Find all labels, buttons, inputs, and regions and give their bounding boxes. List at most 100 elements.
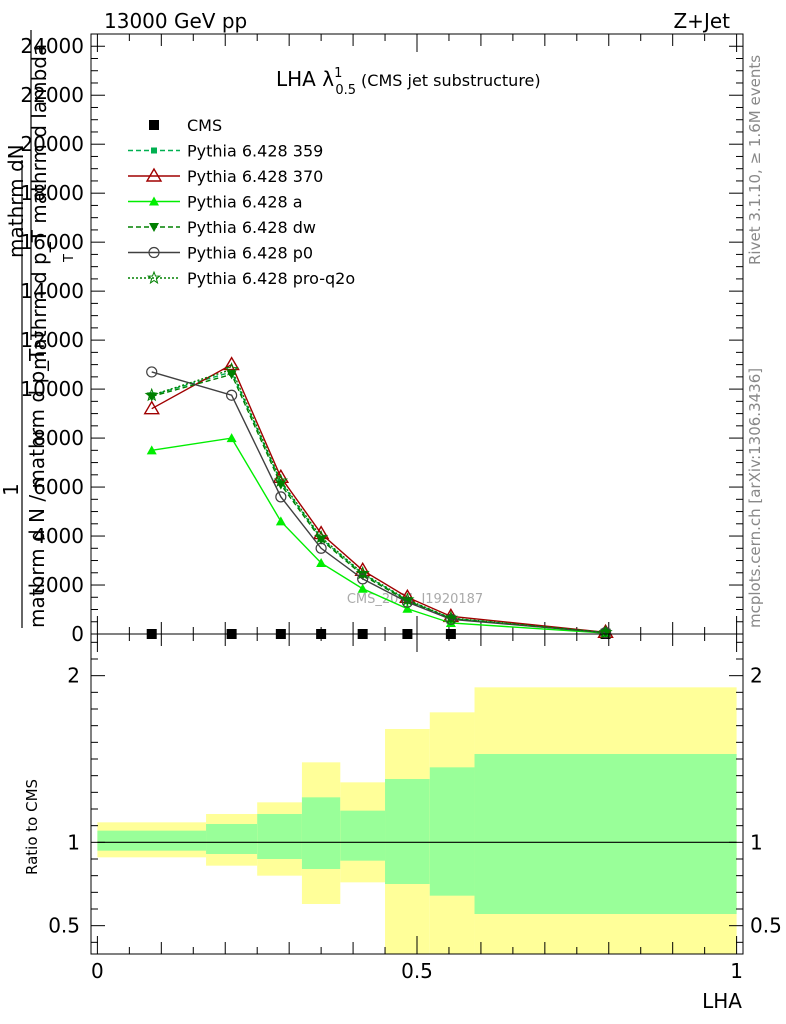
data-point-marker — [149, 196, 159, 206]
ratio-y-tick-label: 0.5 — [48, 914, 80, 938]
series-line — [151, 437, 606, 634]
uncertainty-band-inner — [429, 767, 475, 896]
data-point-marker — [143, 400, 160, 415]
legend-entry: Pythia 6.428 370 — [128, 167, 323, 186]
data-point-marker — [445, 613, 457, 625]
ratio-panel-frame — [90, 633, 744, 955]
data-point-marker — [273, 473, 288, 488]
series-pp0 — [146, 366, 612, 639]
y-tick-label: 4000 — [33, 524, 84, 548]
ratio-y-tick-label: 2 — [67, 664, 80, 688]
data-point-marker — [402, 603, 413, 613]
legend-entry: Pythia 6.428 p0 — [128, 244, 313, 263]
series-line — [151, 368, 606, 634]
legend-label: Pythia 6.428 359 — [187, 142, 323, 161]
main-y-axis-label: mathrm dN mathrm d p_T mathrm d lambda T… — [0, 30, 77, 628]
x-tick-label: 0.5 — [401, 959, 433, 983]
y-tick-label: 2000 — [33, 573, 84, 597]
data-point-marker — [146, 366, 158, 378]
plot-title-sup: 1 — [334, 66, 342, 81]
y-label-numerator-line1: mathrm dN — [4, 144, 28, 258]
data-point-marker — [316, 557, 327, 567]
uncertainty-band-inner — [257, 814, 302, 859]
data-point-marker — [146, 392, 157, 402]
data-point-marker — [146, 270, 162, 285]
data-point-marker — [145, 167, 163, 182]
analysis-watermark: CMS_2021_I1920187 — [347, 592, 483, 607]
data-point-marker — [146, 445, 157, 455]
ratio-y-tick-label-right: 2 — [750, 664, 763, 688]
series-pq2o — [144, 362, 613, 639]
x-tick-label: 1 — [730, 959, 743, 983]
energy-label: 13000 GeV pp — [104, 9, 247, 33]
data-point-marker — [224, 362, 239, 376]
ratio-y-tick-labels: 0.5 0.5 1 1 2 2 — [48, 664, 782, 938]
data-point-marker — [315, 542, 327, 554]
data-point-marker — [443, 610, 458, 625]
data-point-marker — [149, 223, 159, 232]
data-point-marker — [275, 491, 287, 503]
legend-label: Pythia 6.428 370 — [187, 167, 323, 186]
uncertainty-band-inner — [474, 754, 737, 914]
y-label-denominator: mathrm d N / mathrm d p_T — [25, 348, 49, 628]
legend-label: Pythia 6.428 a — [187, 193, 303, 212]
ratio-x-tick-labels: 0 0.5 1 — [91, 959, 743, 983]
main-series-layer — [143, 356, 614, 639]
process-label: Z+Jet — [673, 9, 730, 33]
data-point-marker — [275, 516, 286, 526]
legend-entry: Pythia 6.428 359 — [128, 142, 323, 161]
data-point-marker — [357, 583, 368, 593]
mcplots-label: mcplots.cern.ch [arXiv:1306.3436] — [746, 368, 764, 628]
uncertainty-band-inner — [206, 824, 258, 854]
data-point-marker — [226, 433, 237, 443]
legend: CMS Pythia 6.428 359 Pythia 6.428 370 Pythi… — [128, 116, 355, 288]
x-tick-label: 0 — [91, 959, 104, 983]
y-label-leading-one: 1 — [0, 483, 23, 496]
plot-title-sub: 0.5 — [335, 83, 356, 98]
legend-entry: CMS — [149, 116, 222, 135]
y-tick-label: 6000 — [33, 475, 84, 499]
series-line — [151, 363, 606, 633]
rivet-version-label: Rivet 3.1.10, ≥ 1.6M events — [746, 55, 764, 265]
plot-title-suffix: (CMS jet substructure) — [361, 71, 541, 90]
legend-label: Pythia 6.428 dw — [187, 218, 316, 237]
data-point-marker — [598, 625, 613, 639]
plot-title: LHA λ1 0.5 (CMS jet substructure) — [276, 66, 541, 98]
ratio-y-axis-label: Ratio to CMS — [23, 779, 41, 875]
series-line — [151, 371, 606, 634]
y-tick-label: 8000 — [33, 426, 84, 450]
uncertainty-band-inner — [97, 830, 207, 851]
data-point-marker — [355, 565, 370, 580]
legend-entry: Pythia 6.428 a — [128, 193, 303, 212]
legend-entry: Pythia 6.428 pro-q2o — [128, 269, 355, 288]
uncertainty-band-inner — [301, 797, 341, 869]
legend-label: CMS — [187, 116, 222, 135]
uncertainty-band-inner — [385, 779, 430, 884]
data-point-marker — [357, 573, 369, 585]
y-label-numerator-sub: T — [62, 254, 77, 263]
data-point-marker — [401, 596, 414, 608]
data-point-marker — [314, 529, 329, 544]
data-point-marker — [226, 370, 237, 380]
legend-label: Pythia 6.428 pro-q2o — [187, 269, 355, 288]
data-point-marker — [148, 246, 160, 259]
data-point-marker — [144, 387, 159, 402]
legend-label: Pythia 6.428 p0 — [187, 244, 313, 263]
y-tick-label: 10000 — [20, 377, 84, 401]
data-point-marker — [226, 389, 238, 401]
data-point-marker — [151, 147, 157, 154]
plot-title-main: LHA λ — [276, 67, 334, 91]
ratio-y-tick-label: 1 — [67, 830, 80, 854]
data-point-marker — [149, 120, 159, 130]
x-axis-label: LHA — [702, 989, 742, 1013]
ratio-y-tick-label-right: 1 — [750, 830, 763, 854]
data-point-marker — [400, 592, 415, 606]
ratio-axis-ticks — [91, 634, 743, 954]
uncertainty-band-inner — [340, 810, 386, 861]
legend-entry: Pythia 6.428 dw — [128, 218, 316, 237]
ratio-y-tick-label-right: 0.5 — [750, 914, 782, 938]
ratio-bands-layer — [97, 687, 737, 954]
y-tick-label: 0 — [71, 622, 84, 646]
main-axis-ticks — [91, 34, 743, 635]
